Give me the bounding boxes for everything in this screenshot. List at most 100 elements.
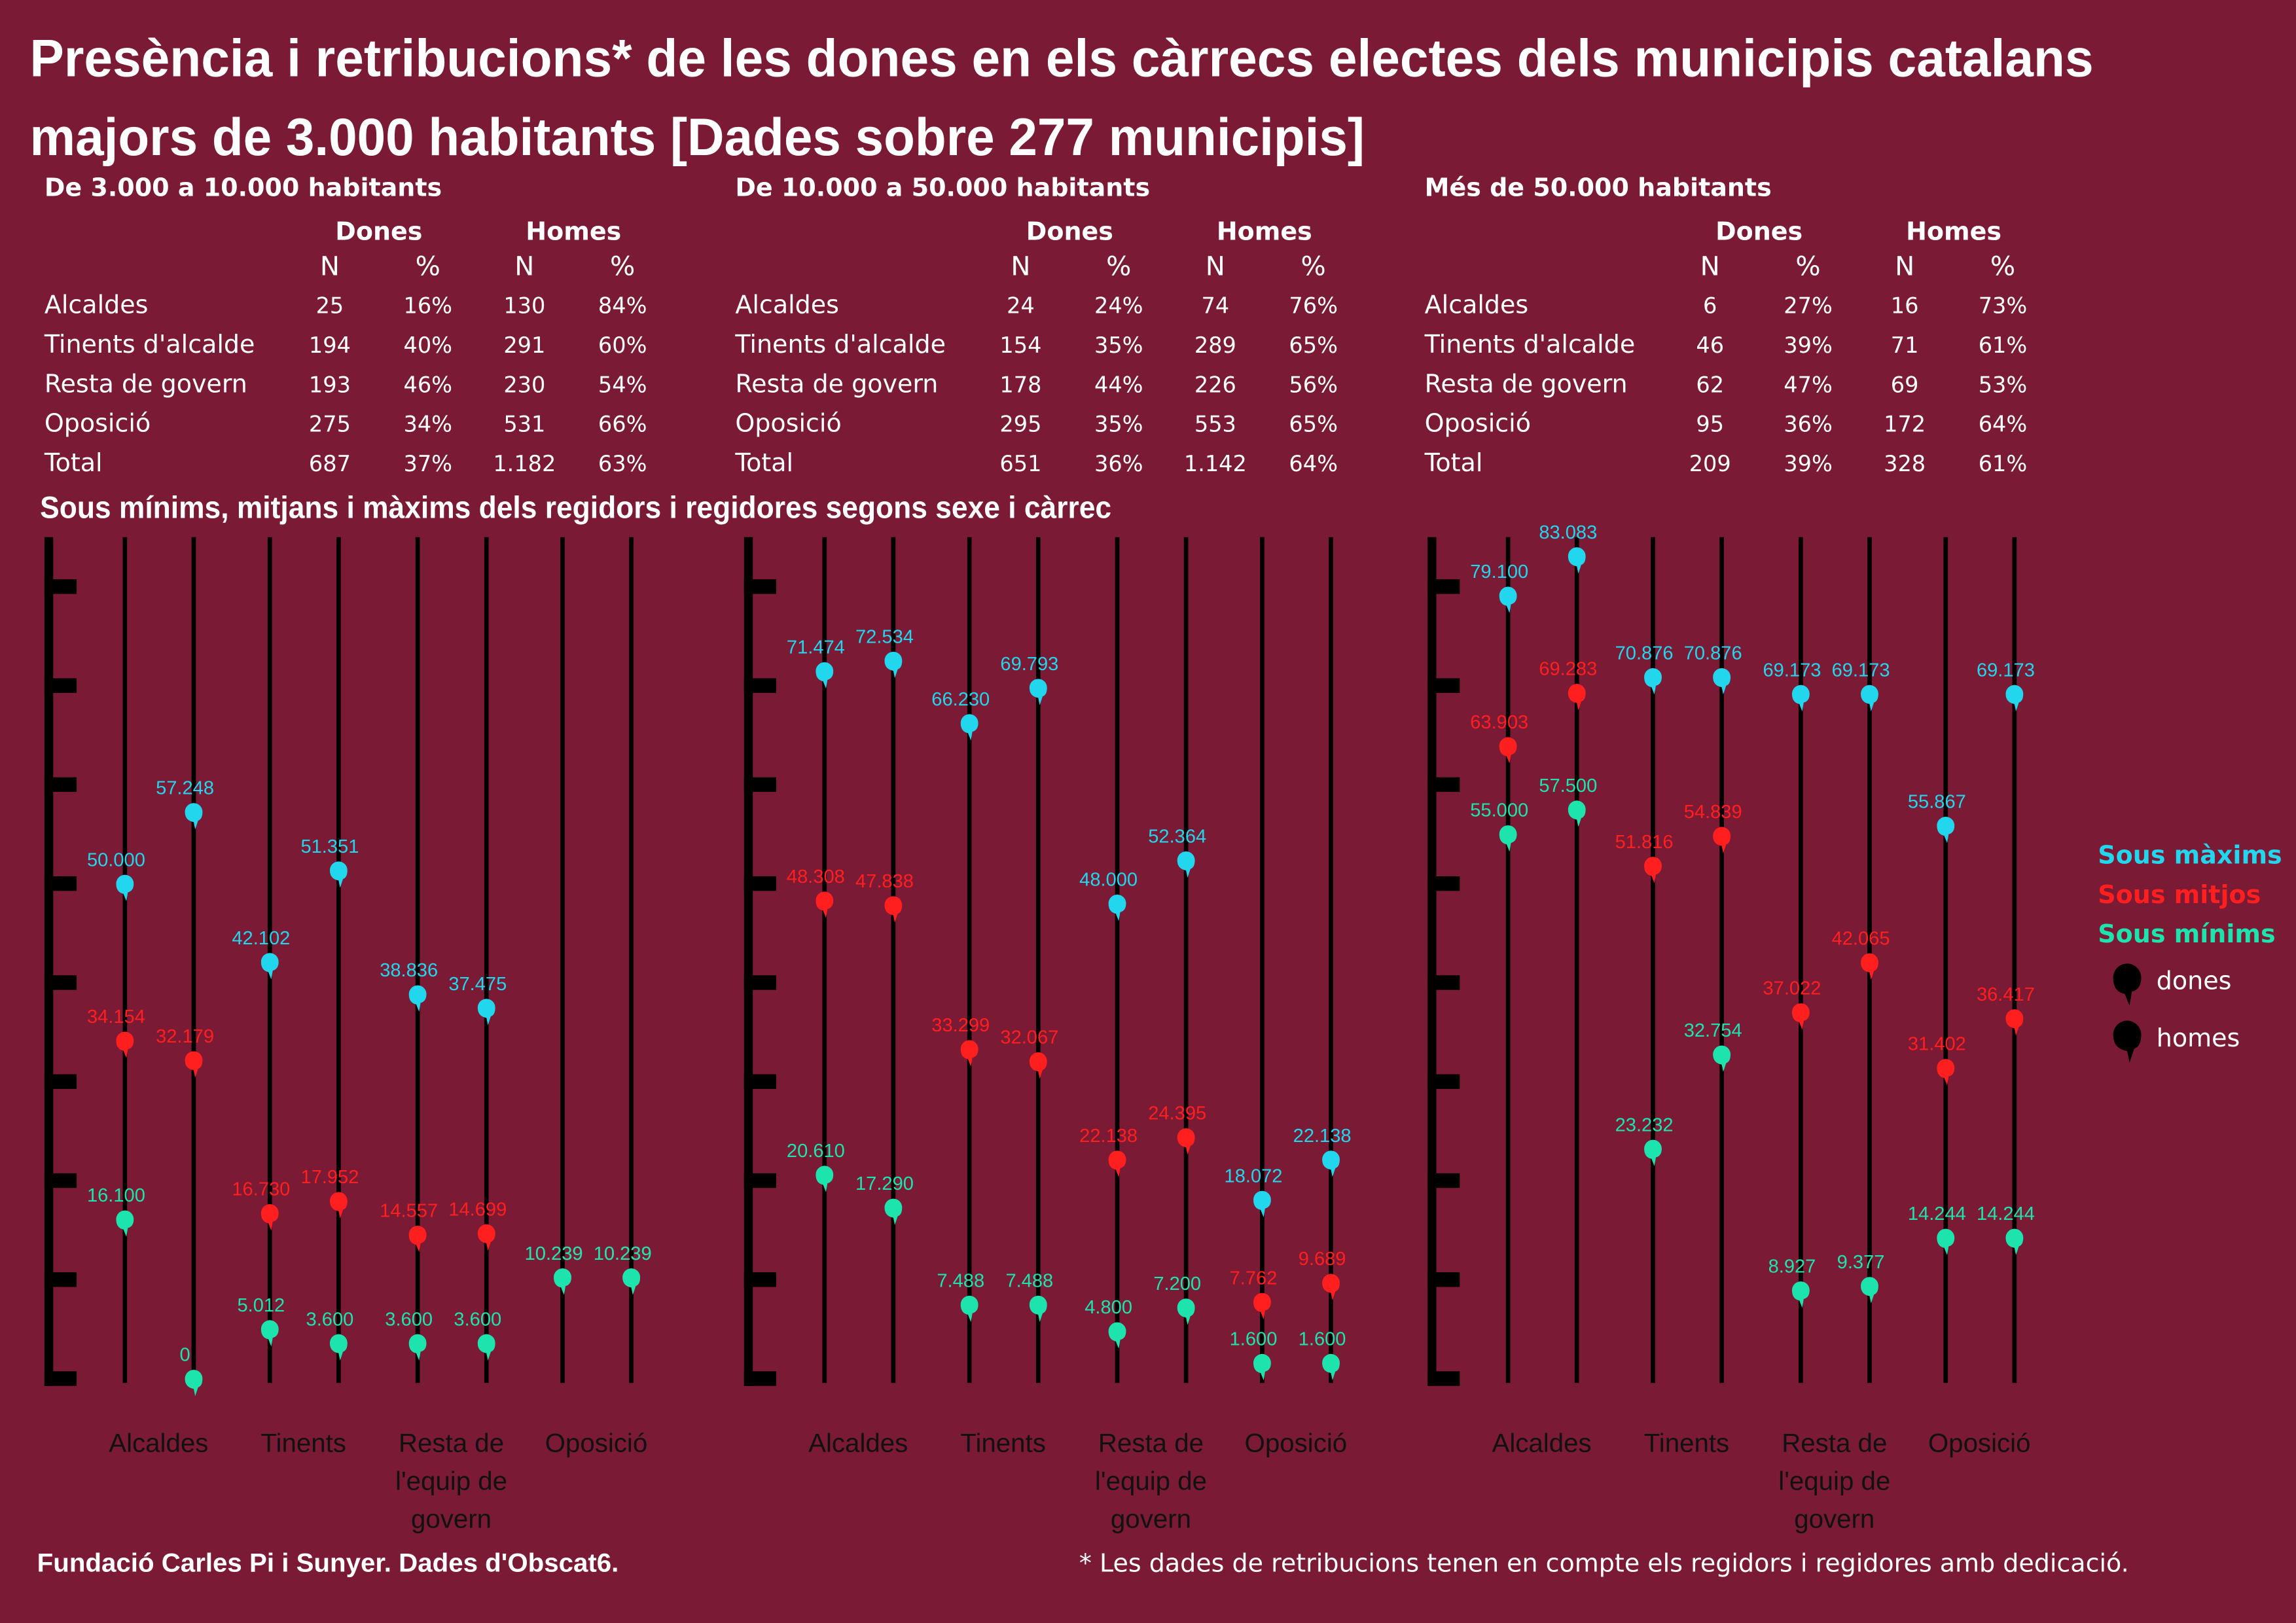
value-label: 16.100	[87, 1185, 145, 1206]
table-cell: 46%	[403, 372, 452, 397]
marker	[1568, 547, 1586, 574]
table-cell: 209	[1689, 451, 1731, 476]
value-label: 17.290	[855, 1173, 914, 1194]
y-tick	[744, 777, 776, 793]
y-tick	[44, 876, 77, 891]
value-label: 48.308	[787, 866, 845, 887]
table-cell: 84%	[598, 293, 647, 319]
row-label: Total	[44, 448, 103, 477]
table-cell: 34%	[403, 412, 452, 437]
table-column: %	[1301, 251, 1326, 281]
row-label: Oposició	[45, 409, 151, 438]
value-label: 57.500	[1539, 776, 1597, 796]
marker	[260, 1320, 279, 1347]
value-label: 71.474	[787, 637, 845, 658]
x-tick-label: Oposició	[545, 1428, 648, 1457]
y-tick	[44, 1272, 77, 1287]
value-label: 54.839	[1684, 802, 1742, 823]
marker	[185, 803, 203, 830]
marker	[554, 1268, 571, 1295]
table-cell: 63%	[598, 451, 647, 476]
table-cell: 44%	[1094, 372, 1143, 397]
value-label: 14.699	[448, 1199, 507, 1220]
value-label: 42.065	[1832, 928, 1890, 949]
table-column: N	[1011, 251, 1030, 281]
value-label: 8.927	[1768, 1257, 1816, 1277]
value-label: 4.800	[1085, 1297, 1132, 1318]
y-tick	[1427, 777, 1460, 793]
value-label: 69.173	[1977, 660, 2035, 681]
value-label: 69.173	[1832, 660, 1890, 681]
value-label: 36.417	[1977, 984, 2035, 1005]
table-cell: 65%	[1289, 412, 1338, 437]
value-label: 10.239	[525, 1243, 583, 1264]
y-tick	[44, 777, 77, 793]
marker	[1177, 1298, 1195, 1325]
marker	[477, 1224, 495, 1251]
y-tick	[44, 678, 77, 693]
value-label: 69.173	[1763, 660, 1821, 681]
table-group: Homes	[1906, 217, 2001, 246]
table-cell: 178	[999, 372, 1041, 397]
table-cell: 172	[1884, 412, 1926, 437]
marker	[1713, 1045, 1731, 1072]
marker	[260, 1204, 279, 1231]
value-label: 3.600	[385, 1309, 433, 1330]
y-tick	[744, 1371, 776, 1386]
marker	[1713, 668, 1731, 695]
value-label: 38.836	[380, 960, 438, 981]
x-tick-label: Alcaldes	[808, 1428, 908, 1457]
marker	[1253, 1190, 1271, 1217]
row-label: Total	[734, 448, 793, 477]
row-label: Total	[1424, 448, 1483, 477]
title-line: majors de 3.000 habitants [Dades sobre 2…	[30, 108, 1365, 167]
value-label: 70.876	[1615, 643, 1674, 664]
table-group: Dones	[1026, 217, 1113, 246]
table-cell: 65%	[1289, 332, 1338, 358]
table-cell: 230	[503, 372, 545, 397]
marker	[1861, 953, 1878, 980]
row-label: Resta de govern	[1425, 369, 1628, 398]
marker	[329, 1334, 348, 1361]
table-cell: 328	[1884, 451, 1926, 476]
row-label: Resta de govern	[45, 369, 247, 398]
value-label: 10.239	[594, 1243, 652, 1264]
row-label: Alcaldes	[45, 291, 149, 319]
table-column: N	[320, 251, 340, 281]
marker	[1568, 684, 1586, 711]
y-tick	[44, 1173, 77, 1188]
value-label: 69.793	[1000, 654, 1058, 675]
y-tick	[744, 579, 776, 594]
value-label: 14.244	[1977, 1204, 2035, 1224]
y-tick	[1427, 678, 1460, 693]
table-cell: 24%	[1094, 293, 1143, 319]
value-label: 7.200	[1153, 1274, 1201, 1294]
table-heading: De 3.000 a 10.000 habitants	[45, 173, 442, 202]
y-axis	[44, 537, 54, 1386]
table-cell: 553	[1194, 412, 1236, 437]
legend-icon	[2113, 1020, 2142, 1063]
table-cell: 651	[999, 451, 1041, 476]
value-label: 1.600	[1230, 1329, 1278, 1350]
marker	[2005, 685, 2024, 711]
value-label: 72.534	[855, 626, 914, 647]
marker	[1253, 1353, 1271, 1381]
y-tick	[744, 1173, 776, 1188]
value-label: 7.488	[1005, 1270, 1053, 1291]
source: Fundació Carles Pi i Sunyer. Dades d'Obs…	[37, 1548, 619, 1578]
y-tick	[1427, 579, 1460, 594]
marker	[329, 861, 348, 888]
x-tick-label: Oposició	[1245, 1428, 1348, 1457]
row-label: Resta de govern	[735, 369, 938, 398]
marker	[1029, 1295, 1047, 1323]
marker	[1177, 851, 1195, 878]
legend-label: dones	[2157, 967, 2232, 995]
table-cell: 275	[309, 412, 351, 437]
y-axis	[744, 537, 753, 1386]
row-label: Oposició	[1425, 409, 1531, 438]
marker	[1029, 1052, 1047, 1079]
table-cell: 687	[309, 451, 351, 476]
marker	[816, 891, 834, 918]
legend-label: Sous màxims	[2098, 840, 2282, 869]
legend-icon	[2113, 963, 2142, 1006]
